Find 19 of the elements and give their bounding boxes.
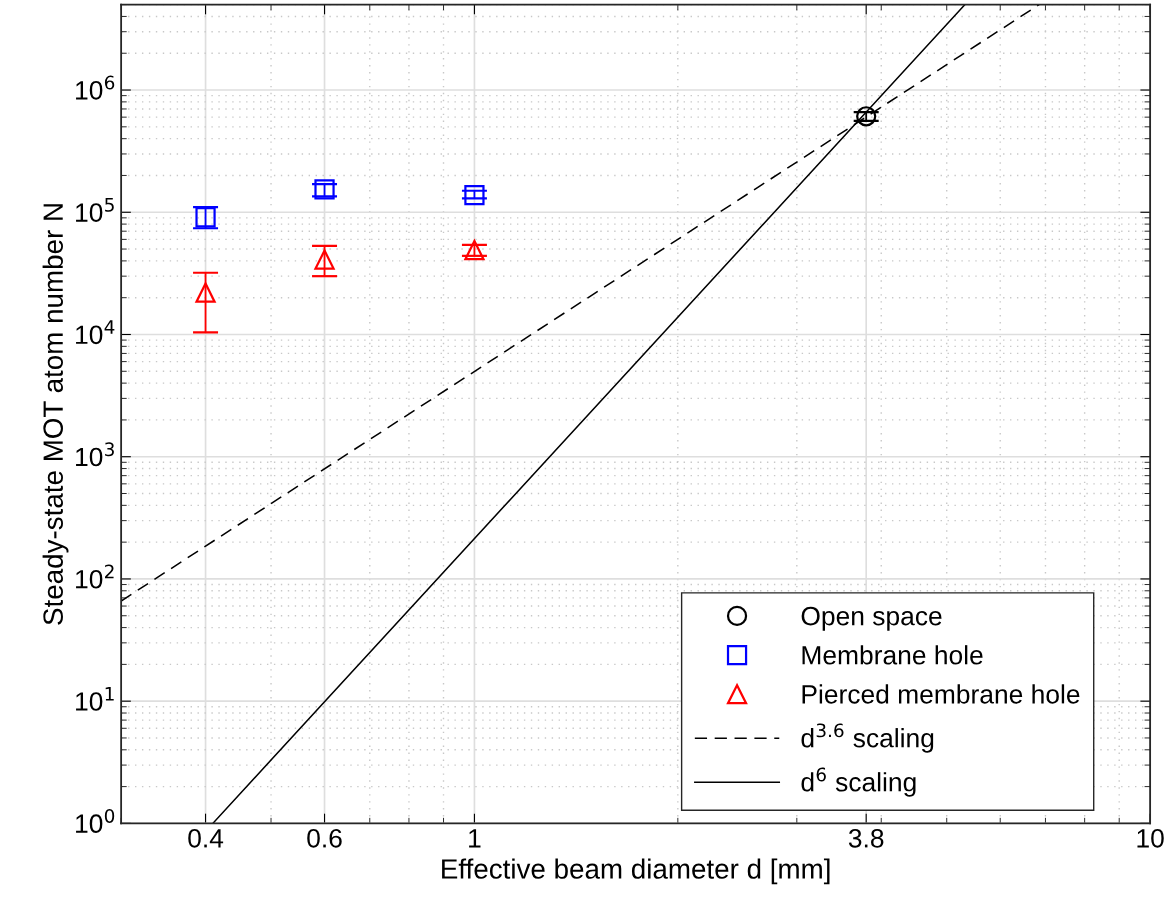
legend-label: Open space [801, 606, 942, 631]
x-axis-title: Effective beam diameter d [mm] [442, 858, 830, 885]
x-tick-label: 0.6 [307, 828, 342, 848]
y-tick-label: 10$^{3}$ [76, 442, 114, 467]
y-tick-label: 10$^{5}$ [76, 198, 114, 222]
y-tick-label: 10$^{4}$ [76, 320, 115, 345]
x-tick-label: 1 [469, 829, 481, 848]
y-tick-label: 10$^{6}$ [76, 75, 115, 100]
y-axis-title: Steady-state MOT atom number N [42, 204, 69, 625]
legend-label: Membrane hole [802, 645, 983, 665]
legend-label: Pierced membrane hole [802, 684, 1080, 704]
x-tick-label: 3.8 [848, 828, 884, 848]
y-tick-label: 10$^{1}$ [76, 686, 114, 711]
y-tick-label: 10$^{2}$ [76, 564, 114, 589]
x-tick-label: 0.4 [188, 828, 224, 848]
y-tick-label: 10$^{0}$ [76, 808, 115, 834]
x-tick-label: 10 [1137, 828, 1164, 848]
legend-label: d$^{6}$ scaling [801, 767, 916, 797]
legend-label: d$^{3.6}$ scaling [801, 723, 934, 753]
